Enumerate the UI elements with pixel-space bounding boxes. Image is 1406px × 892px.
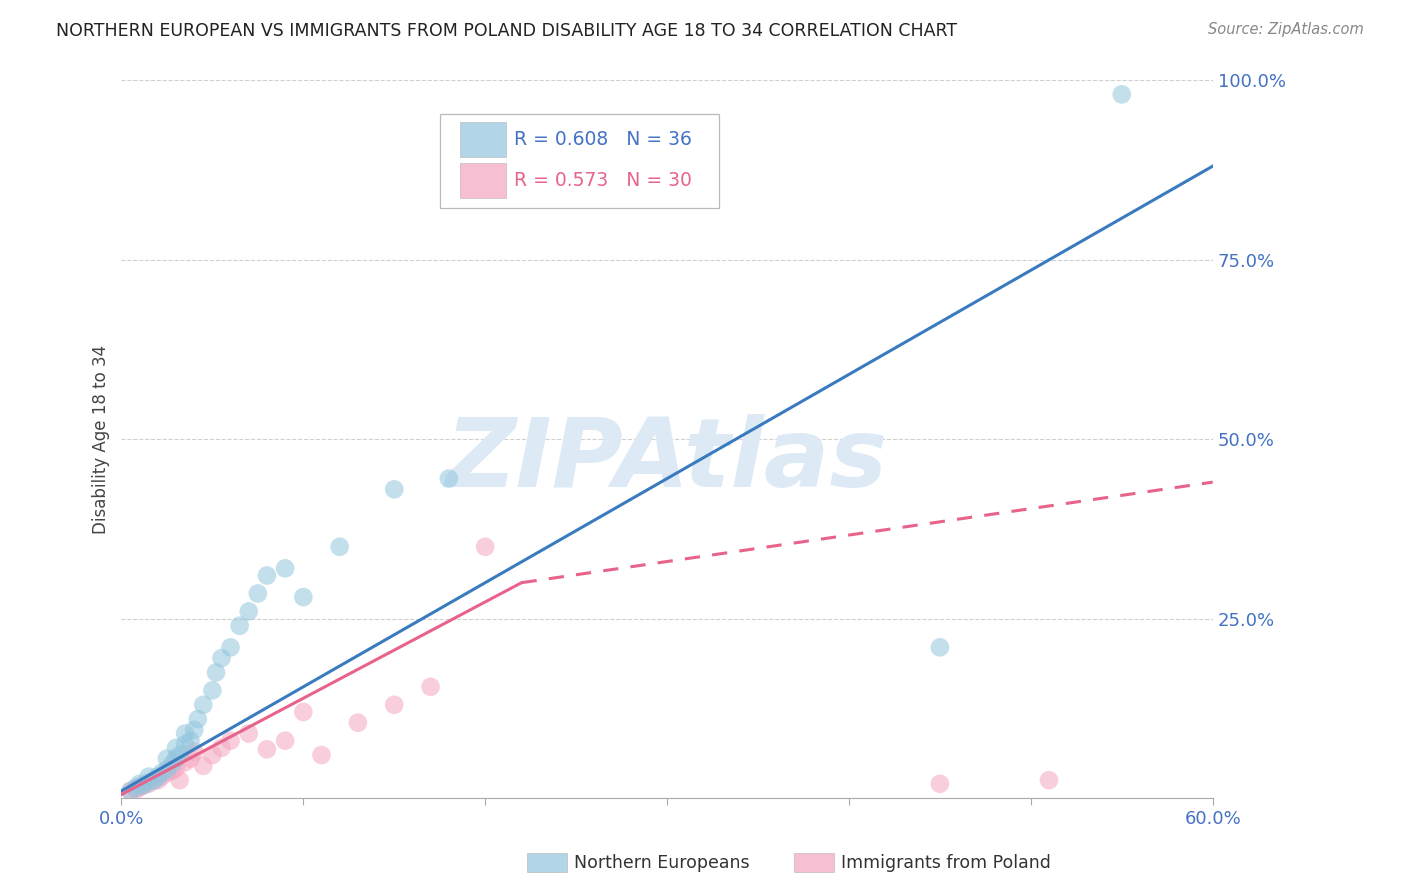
Point (128, 780, 150, 795)
Point (150, 770, 173, 784)
Point (165, 761, 187, 775)
Point (125, 780, 148, 795)
Point (292, 590, 315, 604)
Point (132, 778, 155, 792)
Point (162, 764, 184, 778)
Point (146, 770, 169, 784)
Point (174, 737, 197, 751)
Point (437, 471, 460, 485)
Point (246, 586, 269, 600)
Point (150, 766, 173, 780)
Point (382, 698, 405, 712)
Point (146, 773, 169, 788)
Point (311, 747, 333, 762)
Point (1038, 773, 1060, 788)
Text: NORTHERN EUROPEAN VS IMMIGRANTS FROM POLAND DISABILITY AGE 18 TO 34 CORRELATION : NORTHERN EUROPEAN VS IMMIGRANTS FROM POL… (56, 22, 957, 40)
Point (205, 665, 228, 680)
Point (156, 763, 179, 777)
Point (347, 715, 370, 730)
Point (125, 782, 148, 797)
Point (238, 604, 260, 618)
Point (138, 777, 160, 791)
Point (132, 778, 155, 792)
Bar (460, 163, 506, 198)
Y-axis label: Disability Age 18 to 34: Disability Age 18 to 34 (93, 344, 110, 533)
Point (193, 698, 215, 712)
Point (211, 651, 233, 665)
Point (201, 747, 224, 762)
Point (329, 540, 352, 554)
Point (228, 619, 250, 633)
Point (120, 784, 142, 798)
FancyBboxPatch shape (440, 114, 720, 208)
Point (169, 747, 191, 762)
Point (165, 740, 187, 755)
Point (292, 705, 315, 719)
Bar (460, 122, 506, 157)
Point (174, 726, 197, 740)
Text: Source: ZipAtlas.com: Source: ZipAtlas.com (1208, 22, 1364, 37)
Point (174, 756, 197, 770)
Point (238, 726, 260, 740)
Text: ZIPAtlas: ZIPAtlas (446, 414, 889, 507)
Point (928, 640, 950, 655)
Point (474, 540, 496, 554)
Point (165, 751, 187, 765)
Point (120, 784, 142, 798)
Point (193, 759, 215, 773)
Text: Immigrants from Poland: Immigrants from Poland (841, 854, 1050, 871)
Point (256, 742, 278, 756)
Point (187, 712, 209, 726)
Point (928, 777, 950, 791)
Text: R = 0.573   N = 30: R = 0.573 N = 30 (515, 171, 692, 190)
Point (156, 766, 179, 780)
Point (211, 740, 233, 755)
Point (419, 680, 441, 694)
Point (128, 777, 150, 791)
Point (162, 756, 184, 771)
Point (201, 683, 224, 698)
Text: R = 0.608   N = 36: R = 0.608 N = 36 (515, 130, 692, 149)
Point (219, 733, 242, 747)
Point (156, 751, 179, 765)
Point (180, 733, 202, 747)
Point (382, 483, 405, 497)
Point (138, 770, 160, 784)
Point (274, 561, 297, 575)
Point (219, 640, 242, 655)
Point (143, 773, 166, 788)
Point (138, 775, 160, 789)
Point (1111, 87, 1133, 102)
Point (169, 773, 191, 788)
Point (143, 773, 166, 788)
Point (274, 733, 297, 747)
Point (180, 751, 202, 765)
Point (183, 723, 205, 737)
Point (183, 744, 205, 758)
Text: Northern Europeans: Northern Europeans (574, 854, 749, 871)
Point (256, 568, 278, 582)
